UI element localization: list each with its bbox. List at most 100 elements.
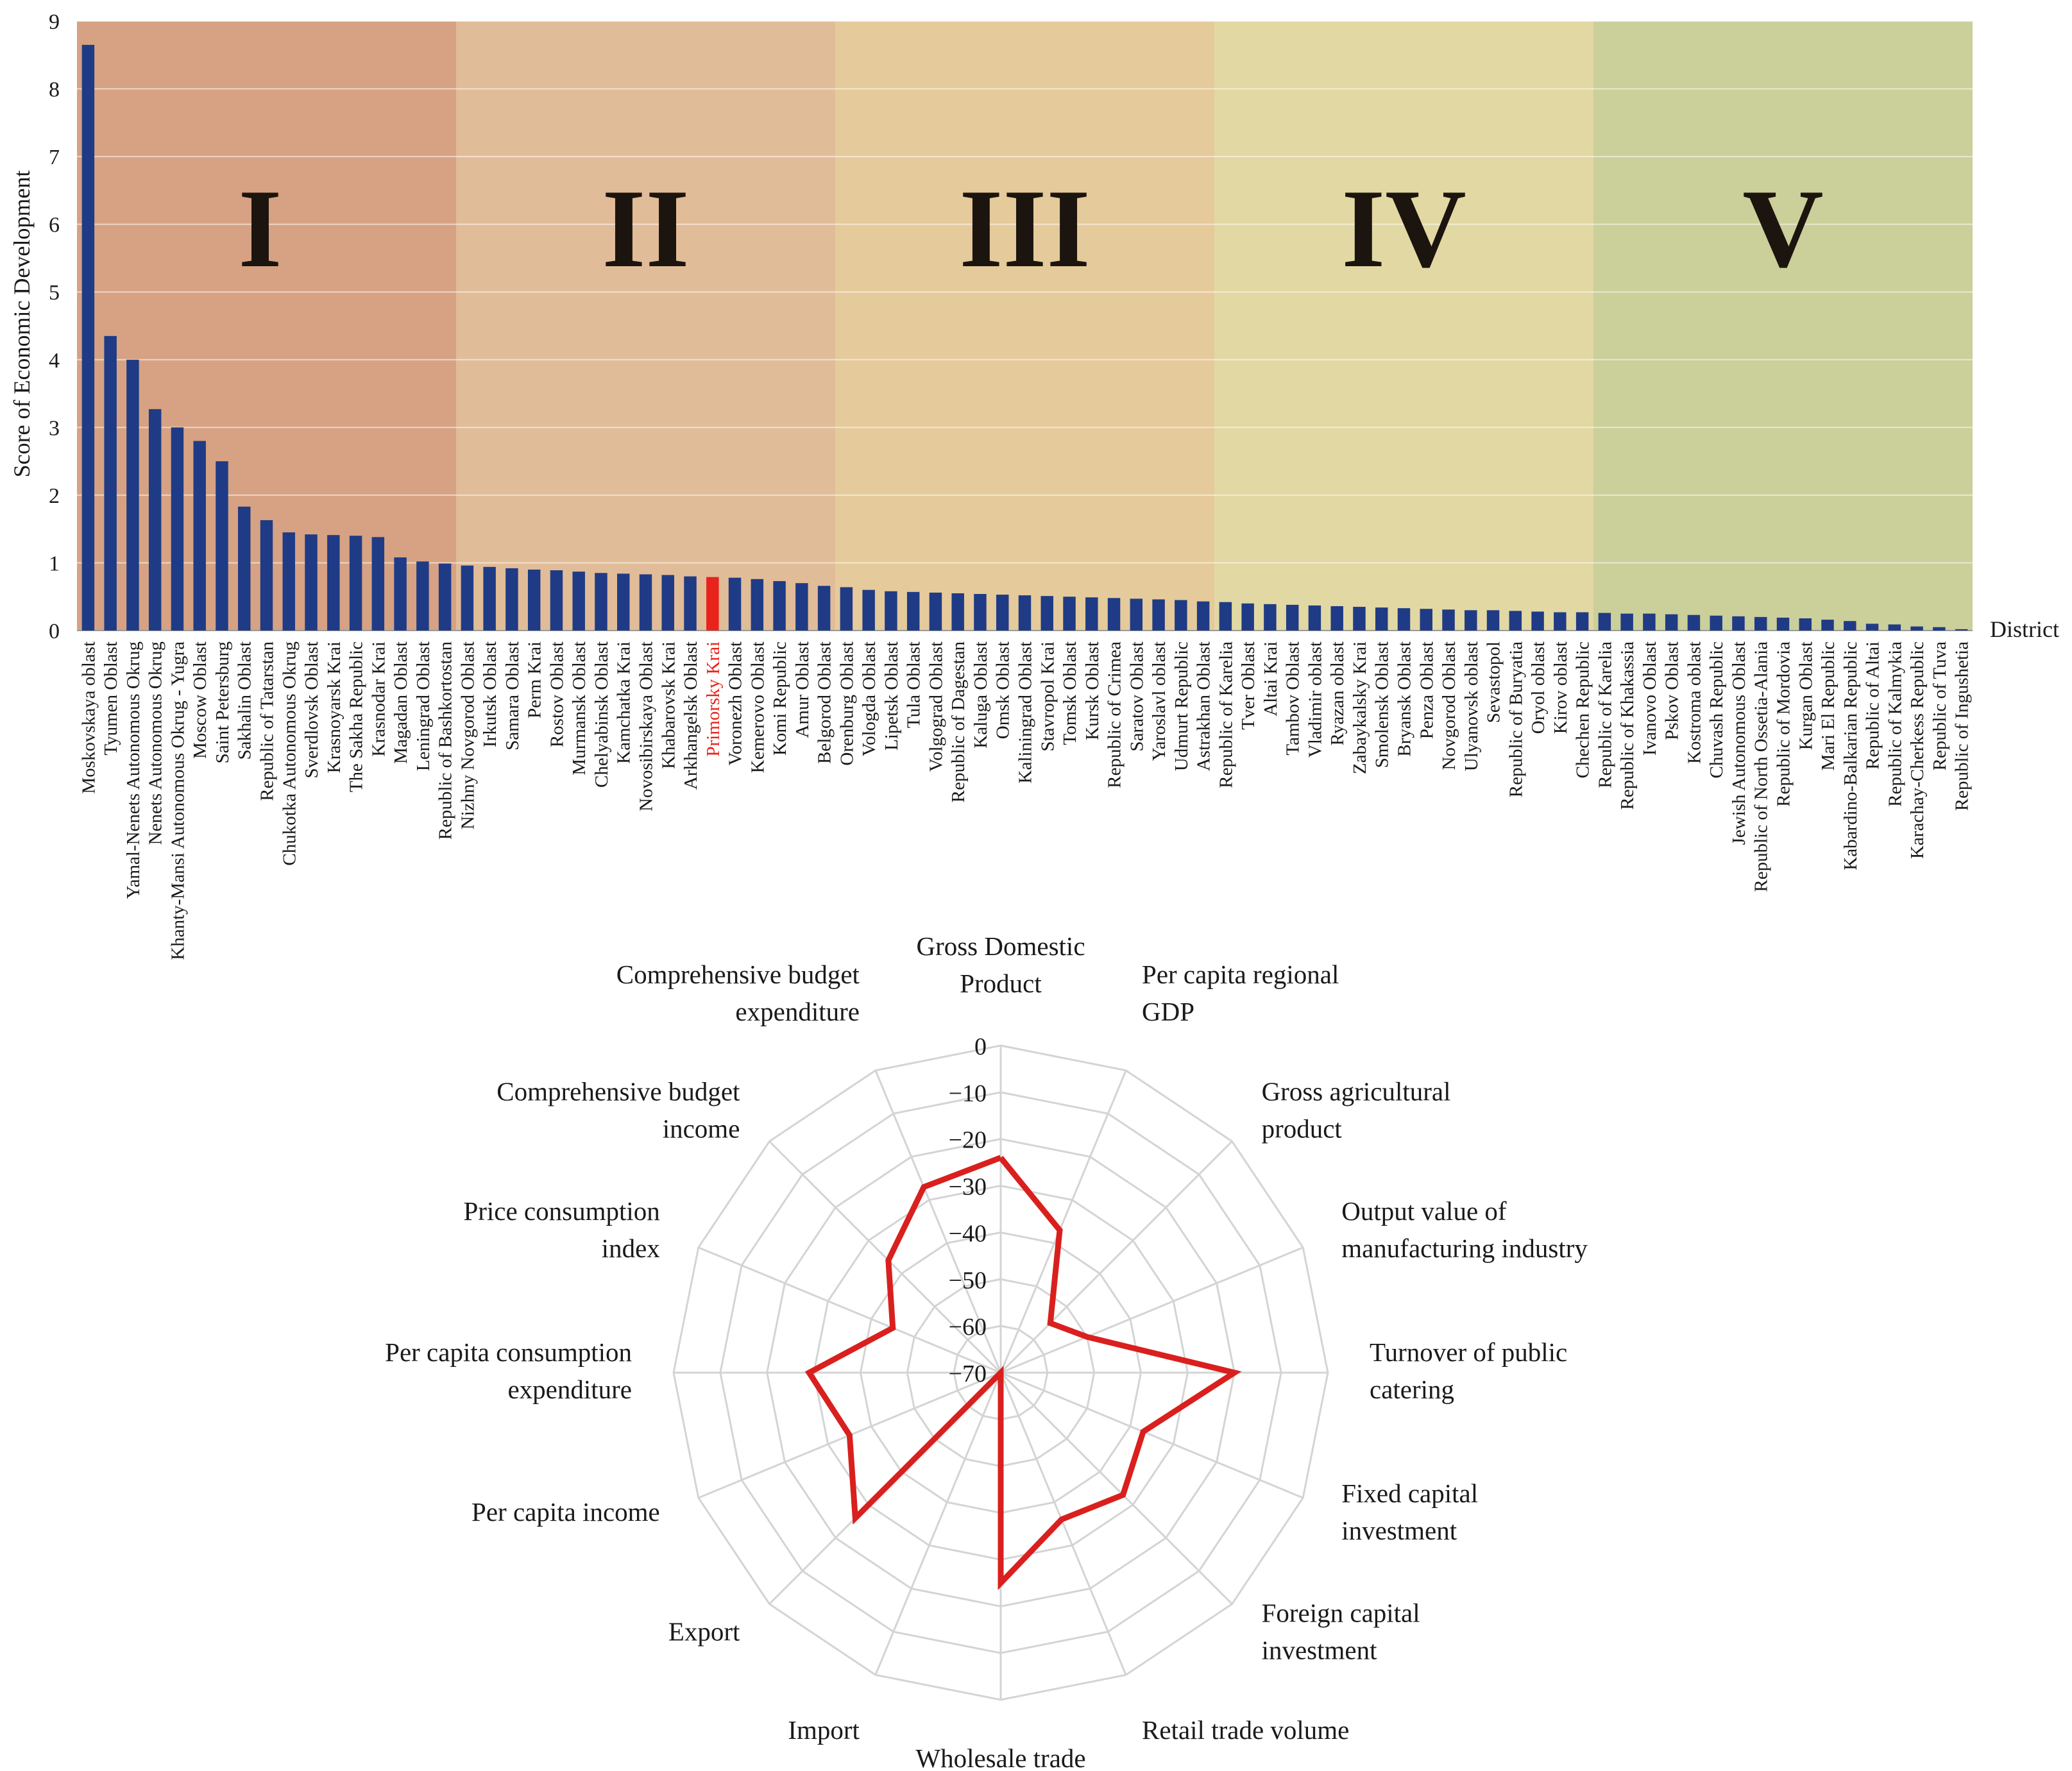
category-label-republic-of-karelia: Republic of Karelia bbox=[1595, 641, 1615, 788]
category-label-tyumen-oblast: Tyumen Oblast bbox=[101, 641, 121, 756]
category-label-krasnodar-krai: Krasnodar Krai bbox=[368, 641, 389, 757]
category-label-amur-oblast: Amur Oblast bbox=[792, 641, 813, 738]
bar-orenburg-oblast bbox=[840, 587, 853, 631]
category-label-ulyanovsk-oblast: Ulyanovsk oblast bbox=[1461, 641, 1482, 771]
bar-republic-of-tuva bbox=[1933, 627, 1946, 631]
bar-republic-of-karelia bbox=[1598, 613, 1611, 631]
bar-sakhalin-oblast bbox=[238, 506, 251, 631]
bar-mari-el-republic bbox=[1821, 620, 1834, 631]
category-label-kirov-oblast: Kirov oblast bbox=[1550, 641, 1571, 734]
bars bbox=[81, 44, 1968, 631]
category-label-samara-oblast: Samara Oblast bbox=[502, 641, 523, 750]
category-label-khabarovsk-krai: Khabarovsk Krai bbox=[658, 641, 679, 769]
group-label-v: V bbox=[1742, 166, 1823, 291]
category-label-orenburg-oblast: Orenburg Oblast bbox=[836, 641, 857, 766]
bar-saratov-oblast bbox=[1130, 598, 1143, 631]
category-label-tver-oblast: Tver Oblast bbox=[1238, 641, 1259, 730]
category-label-saratov-oblast: Saratov Oblast bbox=[1126, 641, 1147, 752]
bar-republic-of-crimea bbox=[1107, 598, 1121, 631]
category-label-sakhalin-oblast: Sakhalin Oblast bbox=[235, 641, 255, 759]
radar-axis-label-4-line-0: Turnover of public bbox=[1370, 1337, 1567, 1367]
category-label-vladimir-oblast: Vladimir oblast bbox=[1305, 641, 1325, 758]
radar-axis-label-3-line-0: Output value of bbox=[1341, 1196, 1507, 1226]
category-label-penza-oblast: Penza Oblast bbox=[1416, 641, 1437, 739]
category-label-republic-of-tuva: Republic of Tuva bbox=[1930, 641, 1950, 771]
y-tick-2: 2 bbox=[49, 484, 60, 508]
y-tick-labels: 0 1 2 3 4 5 6 7 8 9 bbox=[49, 10, 60, 643]
group-background-ii bbox=[456, 21, 835, 631]
category-label-mari-el-republic: Mari El Republic bbox=[1818, 641, 1838, 770]
radar-axis-label-13-line-0: Price consumption bbox=[463, 1196, 659, 1226]
bar-krasnodar-krai bbox=[371, 537, 385, 631]
bar-kirov-oblast bbox=[1554, 612, 1567, 631]
category-label-astrakhan-oblast: Astrakhan Oblast bbox=[1194, 641, 1214, 771]
category-label-nizhny-novgorod-oblast: Nizhny Novgorod Oblast bbox=[457, 641, 478, 829]
category-label-sverdlovsk-oblast: Sverdlovsk Oblast bbox=[301, 641, 322, 778]
category-label-kursk-oblast: Kursk Oblast bbox=[1082, 641, 1103, 740]
radar-axis-label-9-line-0: Import bbox=[788, 1715, 860, 1745]
category-labels: Moskovskaya oblast Tyumen Oblast Yamal-Nen… bbox=[78, 641, 1972, 960]
category-label-kaluga-oblast: Kaluga Oblast bbox=[971, 641, 991, 749]
bar-udmurt-republic bbox=[1175, 600, 1187, 631]
bar-omsk-oblast bbox=[996, 595, 1009, 631]
radar-axis-label-2-line-1: product bbox=[1262, 1114, 1343, 1143]
bar-kursk-oblast bbox=[1085, 597, 1098, 631]
category-label-smolensk-oblast: Smolensk Oblast bbox=[1372, 641, 1393, 768]
category-label-sevastopol: Sevastopol bbox=[1484, 641, 1504, 723]
radar-axis-label-1: Per capita regional GDP bbox=[1142, 960, 1339, 1026]
group-label-iv: IV bbox=[1341, 166, 1466, 291]
radar-spoke-13 bbox=[698, 1246, 1001, 1374]
radar-axis-label-14-line-1: income bbox=[663, 1114, 740, 1143]
category-label-moskovskaya-oblast: Moskovskaya oblast bbox=[78, 641, 99, 794]
bar-kostroma-oblast bbox=[1687, 614, 1701, 631]
category-label-kabardino-balkarian-republic: Kabardino-Balkarian Republic bbox=[1840, 641, 1861, 870]
radar-spoke-3 bbox=[1000, 1246, 1303, 1374]
bar-komi-republic bbox=[773, 580, 786, 631]
bar-republic-of-dagestan bbox=[951, 593, 964, 631]
category-label-novosibirskaya-oblast: Novosibirskaya Oblast bbox=[636, 641, 657, 811]
bar-zabaykalsky-krai bbox=[1353, 607, 1366, 631]
bar-moscow-oblast bbox=[193, 441, 206, 631]
radar-axis-label-15-line-0: Comprehensive budget bbox=[616, 960, 860, 989]
bar-smolensk-oblast bbox=[1375, 607, 1388, 631]
bar-saint-petersburg bbox=[216, 461, 228, 631]
bar-bryansk-oblast bbox=[1397, 608, 1411, 631]
bar-kurgan-oblast bbox=[1799, 618, 1812, 631]
bar-sevastopol bbox=[1486, 610, 1500, 631]
bar-primorsky-krai bbox=[706, 577, 719, 631]
radar-axis-label-0-line-0: Gross Domestic bbox=[916, 931, 1085, 961]
category-label-altai-krai: Altai Krai bbox=[1261, 641, 1281, 716]
category-label-kaliningrad-oblast: Kaliningrad Oblast bbox=[1015, 641, 1036, 783]
bar-republic-of-buryatia bbox=[1509, 611, 1522, 631]
radar-axis-label-5-line-1: investment bbox=[1341, 1516, 1457, 1545]
bar-amur-oblast bbox=[795, 583, 808, 631]
radar-axis-label-10-line-0: Export bbox=[668, 1617, 740, 1647]
bar-yaroslavl-oblast bbox=[1152, 599, 1165, 631]
category-label-republic-of-kalmykia: Republic of Kalmykia bbox=[1885, 641, 1905, 807]
radar-chart: 0−10−20−30−40−50−60−70 Gross Domestic Pro… bbox=[385, 931, 1588, 1771]
bar-jewish-autonomous-oblast bbox=[1732, 616, 1745, 631]
category-label-moscow-oblast: Moscow Oblast bbox=[190, 641, 210, 759]
category-label-republic-of-mordovia: Republic of Mordovia bbox=[1774, 641, 1794, 807]
radar-axis-label-7: Retail trade volume bbox=[1142, 1715, 1349, 1745]
group-label-iii: III bbox=[959, 166, 1090, 291]
bar-tyumen-oblast bbox=[104, 335, 117, 631]
radar-tick-0: 0 bbox=[974, 1033, 987, 1060]
category-label-murmansk-oblast: Murmansk Oblast bbox=[569, 641, 590, 775]
bar-volgograd-oblast bbox=[929, 592, 942, 631]
bar-karachay-cherkess-republic bbox=[1910, 626, 1923, 631]
category-label-ryazan-oblast: Ryazan oblast bbox=[1327, 641, 1348, 745]
bar-novgorod-oblast bbox=[1442, 609, 1455, 631]
radar-spoke-2 bbox=[999, 1140, 1233, 1374]
category-label-komi-republic: Komi Republic bbox=[770, 641, 790, 756]
category-label-vologda-oblast: Vologda Oblast bbox=[859, 641, 879, 756]
radar-spoke-5 bbox=[1000, 1371, 1303, 1499]
category-label-irkutsk-oblast: Irkutsk Oblast bbox=[480, 641, 500, 747]
bar-kaliningrad-oblast bbox=[1018, 595, 1032, 631]
bar-sverdlovsk-oblast bbox=[305, 534, 318, 631]
category-label-saint-petersburg: Saint Petersburg bbox=[212, 641, 233, 763]
bar-the-sakha-republic bbox=[349, 536, 362, 631]
bar-republic-of-ingushetia bbox=[1955, 629, 1968, 631]
bar-tomsk-oblast bbox=[1063, 597, 1076, 631]
bar-chelyabinsk-oblast bbox=[595, 573, 607, 631]
